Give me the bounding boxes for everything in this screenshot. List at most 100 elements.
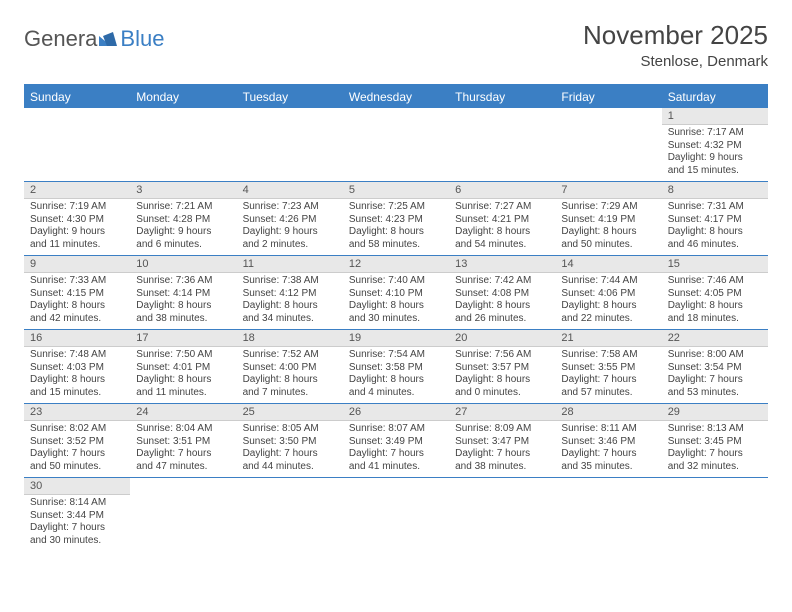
calendar-table: SundayMondayTuesdayWednesdayThursdayFrid… (24, 86, 768, 551)
day-cell: 1Sunrise: 7:17 AMSunset: 4:32 PMDaylight… (662, 108, 768, 182)
day-number: 24 (130, 404, 236, 421)
week-row: 30Sunrise: 8:14 AMSunset: 3:44 PMDayligh… (24, 478, 768, 552)
day-cell: 23Sunrise: 8:02 AMSunset: 3:52 PMDayligh… (24, 404, 130, 478)
logo-text-1: Genera (24, 26, 97, 52)
empty-cell (555, 478, 661, 552)
day-body: Sunrise: 7:36 AMSunset: 4:14 PMDaylight:… (130, 273, 236, 329)
day-cell: 4Sunrise: 7:23 AMSunset: 4:26 PMDaylight… (237, 182, 343, 256)
day-number: 3 (130, 182, 236, 199)
day-body: Sunrise: 8:02 AMSunset: 3:52 PMDaylight:… (24, 421, 130, 477)
day-number: 4 (237, 182, 343, 199)
empty-cell (24, 108, 130, 182)
title-block: November 2025 Stenlose, Denmark (583, 20, 768, 70)
day-number: 25 (237, 404, 343, 421)
day-number: 30 (24, 478, 130, 495)
empty-cell (343, 108, 449, 182)
day-number: 28 (555, 404, 661, 421)
day-body: Sunrise: 8:09 AMSunset: 3:47 PMDaylight:… (449, 421, 555, 477)
day-cell: 25Sunrise: 8:05 AMSunset: 3:50 PMDayligh… (237, 404, 343, 478)
logo: Genera Blue (24, 26, 164, 52)
day-body: Sunrise: 7:38 AMSunset: 4:12 PMDaylight:… (237, 273, 343, 329)
day-header: Thursday (449, 86, 555, 108)
day-header: Sunday (24, 86, 130, 108)
day-body: Sunrise: 7:21 AMSunset: 4:28 PMDaylight:… (130, 199, 236, 255)
day-number: 14 (555, 256, 661, 273)
day-cell: 20Sunrise: 7:56 AMSunset: 3:57 PMDayligh… (449, 330, 555, 404)
day-cell: 9Sunrise: 7:33 AMSunset: 4:15 PMDaylight… (24, 256, 130, 330)
week-row: 9Sunrise: 7:33 AMSunset: 4:15 PMDaylight… (24, 256, 768, 330)
day-body: Sunrise: 7:42 AMSunset: 4:08 PMDaylight:… (449, 273, 555, 329)
day-number: 7 (555, 182, 661, 199)
day-number: 5 (343, 182, 449, 199)
day-number: 13 (449, 256, 555, 273)
day-body: Sunrise: 7:54 AMSunset: 3:58 PMDaylight:… (343, 347, 449, 403)
day-cell: 17Sunrise: 7:50 AMSunset: 4:01 PMDayligh… (130, 330, 236, 404)
day-body: Sunrise: 8:05 AMSunset: 3:50 PMDaylight:… (237, 421, 343, 477)
day-number: 23 (24, 404, 130, 421)
day-number: 22 (662, 330, 768, 347)
day-cell: 22Sunrise: 8:00 AMSunset: 3:54 PMDayligh… (662, 330, 768, 404)
day-body: Sunrise: 7:40 AMSunset: 4:10 PMDaylight:… (343, 273, 449, 329)
day-number: 21 (555, 330, 661, 347)
day-cell: 28Sunrise: 8:11 AMSunset: 3:46 PMDayligh… (555, 404, 661, 478)
day-number: 15 (662, 256, 768, 273)
day-cell: 12Sunrise: 7:40 AMSunset: 4:10 PMDayligh… (343, 256, 449, 330)
week-row: 16Sunrise: 7:48 AMSunset: 4:03 PMDayligh… (24, 330, 768, 404)
day-header: Tuesday (237, 86, 343, 108)
day-body: Sunrise: 8:13 AMSunset: 3:45 PMDaylight:… (662, 421, 768, 477)
day-body: Sunrise: 7:50 AMSunset: 4:01 PMDaylight:… (130, 347, 236, 403)
week-row: 1Sunrise: 7:17 AMSunset: 4:32 PMDaylight… (24, 108, 768, 182)
day-header: Friday (555, 86, 661, 108)
empty-cell (449, 108, 555, 182)
day-body: Sunrise: 7:25 AMSunset: 4:23 PMDaylight:… (343, 199, 449, 255)
logo-icon (99, 26, 119, 52)
day-cell: 24Sunrise: 8:04 AMSunset: 3:51 PMDayligh… (130, 404, 236, 478)
day-number: 29 (662, 404, 768, 421)
day-header: Saturday (662, 86, 768, 108)
day-body: Sunrise: 7:23 AMSunset: 4:26 PMDaylight:… (237, 199, 343, 255)
day-number: 10 (130, 256, 236, 273)
week-row: 23Sunrise: 8:02 AMSunset: 3:52 PMDayligh… (24, 404, 768, 478)
day-number: 26 (343, 404, 449, 421)
week-row: 2Sunrise: 7:19 AMSunset: 4:30 PMDaylight… (24, 182, 768, 256)
header-row: SundayMondayTuesdayWednesdayThursdayFrid… (24, 86, 768, 108)
day-cell: 11Sunrise: 7:38 AMSunset: 4:12 PMDayligh… (237, 256, 343, 330)
day-number: 1 (662, 108, 768, 125)
day-number: 17 (130, 330, 236, 347)
day-number: 12 (343, 256, 449, 273)
empty-cell (662, 478, 768, 552)
day-body: Sunrise: 8:14 AMSunset: 3:44 PMDaylight:… (24, 495, 130, 551)
day-cell: 2Sunrise: 7:19 AMSunset: 4:30 PMDaylight… (24, 182, 130, 256)
empty-cell (130, 108, 236, 182)
day-number: 20 (449, 330, 555, 347)
day-body: Sunrise: 7:58 AMSunset: 3:55 PMDaylight:… (555, 347, 661, 403)
day-cell: 27Sunrise: 8:09 AMSunset: 3:47 PMDayligh… (449, 404, 555, 478)
day-cell: 21Sunrise: 7:58 AMSunset: 3:55 PMDayligh… (555, 330, 661, 404)
day-body: Sunrise: 7:52 AMSunset: 4:00 PMDaylight:… (237, 347, 343, 403)
day-number: 18 (237, 330, 343, 347)
empty-cell (449, 478, 555, 552)
day-body: Sunrise: 7:48 AMSunset: 4:03 PMDaylight:… (24, 347, 130, 403)
day-number: 19 (343, 330, 449, 347)
day-cell: 30Sunrise: 8:14 AMSunset: 3:44 PMDayligh… (24, 478, 130, 552)
logo-text-2: Blue (120, 26, 164, 52)
day-cell: 6Sunrise: 7:27 AMSunset: 4:21 PMDaylight… (449, 182, 555, 256)
day-cell: 13Sunrise: 7:42 AMSunset: 4:08 PMDayligh… (449, 256, 555, 330)
day-cell: 26Sunrise: 8:07 AMSunset: 3:49 PMDayligh… (343, 404, 449, 478)
day-cell: 7Sunrise: 7:29 AMSunset: 4:19 PMDaylight… (555, 182, 661, 256)
day-cell: 15Sunrise: 7:46 AMSunset: 4:05 PMDayligh… (662, 256, 768, 330)
day-body: Sunrise: 7:44 AMSunset: 4:06 PMDaylight:… (555, 273, 661, 329)
empty-cell (343, 478, 449, 552)
day-number: 16 (24, 330, 130, 347)
day-body: Sunrise: 7:31 AMSunset: 4:17 PMDaylight:… (662, 199, 768, 255)
day-number: 6 (449, 182, 555, 199)
header: Genera Blue November 2025 Stenlose, Denma… (24, 20, 768, 70)
day-header: Wednesday (343, 86, 449, 108)
day-body: Sunrise: 7:17 AMSunset: 4:32 PMDaylight:… (662, 125, 768, 181)
day-cell: 16Sunrise: 7:48 AMSunset: 4:03 PMDayligh… (24, 330, 130, 404)
day-number: 2 (24, 182, 130, 199)
day-body: Sunrise: 8:07 AMSunset: 3:49 PMDaylight:… (343, 421, 449, 477)
day-body: Sunrise: 8:11 AMSunset: 3:46 PMDaylight:… (555, 421, 661, 477)
day-cell: 19Sunrise: 7:54 AMSunset: 3:58 PMDayligh… (343, 330, 449, 404)
calendar-body: 1Sunrise: 7:17 AMSunset: 4:32 PMDaylight… (24, 108, 768, 551)
